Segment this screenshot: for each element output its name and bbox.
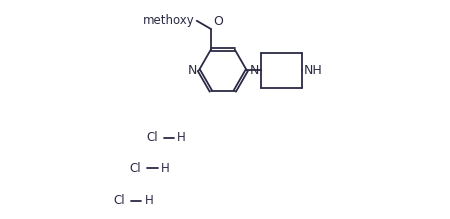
Text: N: N [250,64,260,77]
Text: Cl: Cl [146,131,158,144]
Text: Cl: Cl [130,162,141,175]
Text: Cl: Cl [113,194,125,207]
Text: H: H [177,131,186,144]
Text: NH: NH [304,64,322,77]
Text: N: N [187,64,197,77]
Text: methoxy: methoxy [143,14,195,27]
Text: H: H [161,162,170,175]
Text: H: H [144,194,153,207]
Text: O: O [213,15,223,28]
